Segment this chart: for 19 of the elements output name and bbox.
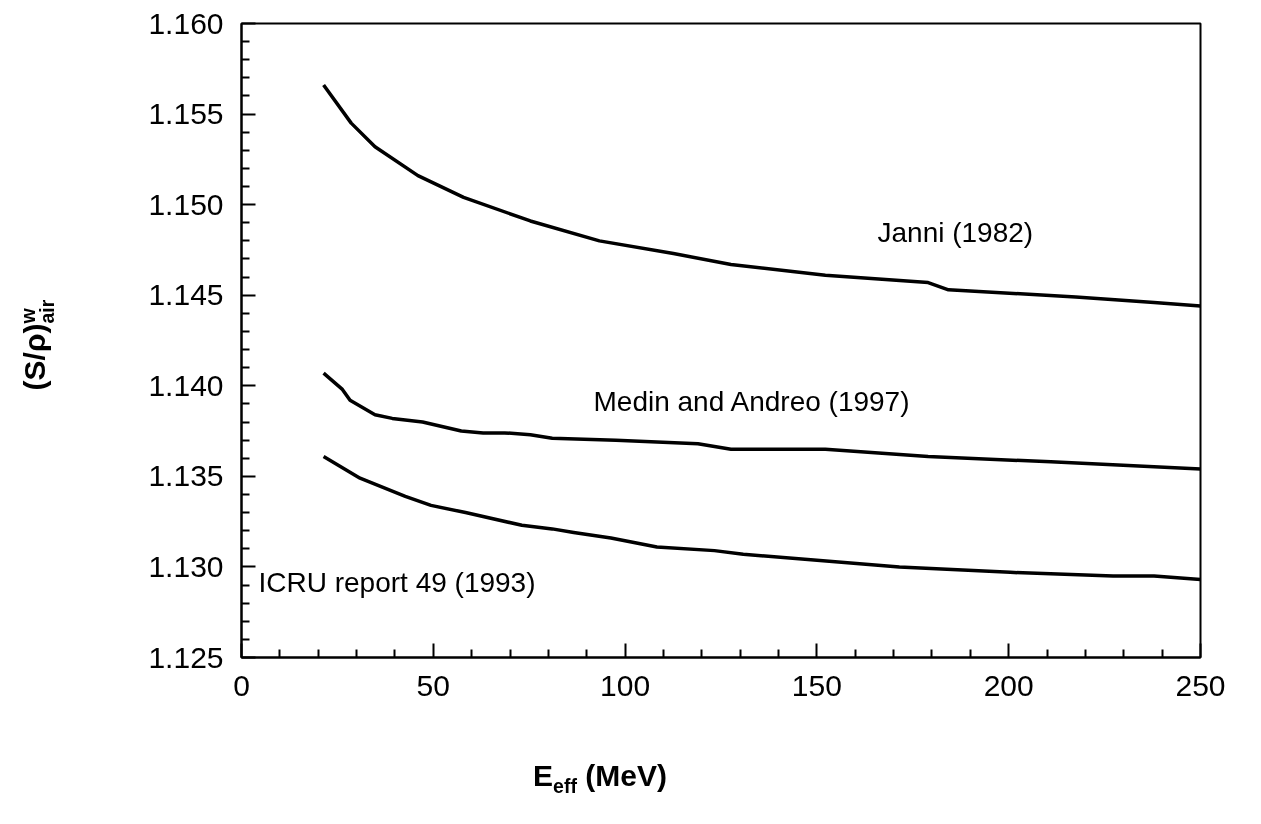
annotation: ICRU report 49 (1993) <box>258 567 536 598</box>
x-tick-label: 250 <box>1175 668 1226 702</box>
x-tick-label: 100 <box>600 668 651 702</box>
y-axis-title: (S/ρ)wair <box>15 299 58 391</box>
annotation: Janni (1982) <box>877 217 1034 248</box>
y-tick-label: 1.135 <box>148 459 224 493</box>
y-tick-label: 1.150 <box>148 187 224 221</box>
x-axis-title: E$_{eff}$ (MeV) <box>532 758 668 799</box>
y-tick-label: 1.145 <box>148 278 224 312</box>
x-tick-label: 0 <box>233 668 250 702</box>
y-tick-label: 1.130 <box>148 549 224 583</box>
y-tick-label: 1.155 <box>148 97 224 131</box>
y-tick-label: 1.140 <box>148 368 224 402</box>
x-tick-label: 150 <box>791 668 842 702</box>
annotation: Medin and Andreo (1997) <box>593 386 910 417</box>
x-tick-label: 200 <box>983 668 1034 702</box>
x-tick-label: 50 <box>416 668 450 702</box>
y-tick-label: 1.160 <box>148 6 224 40</box>
y-tick-label: 1.125 <box>148 640 224 674</box>
